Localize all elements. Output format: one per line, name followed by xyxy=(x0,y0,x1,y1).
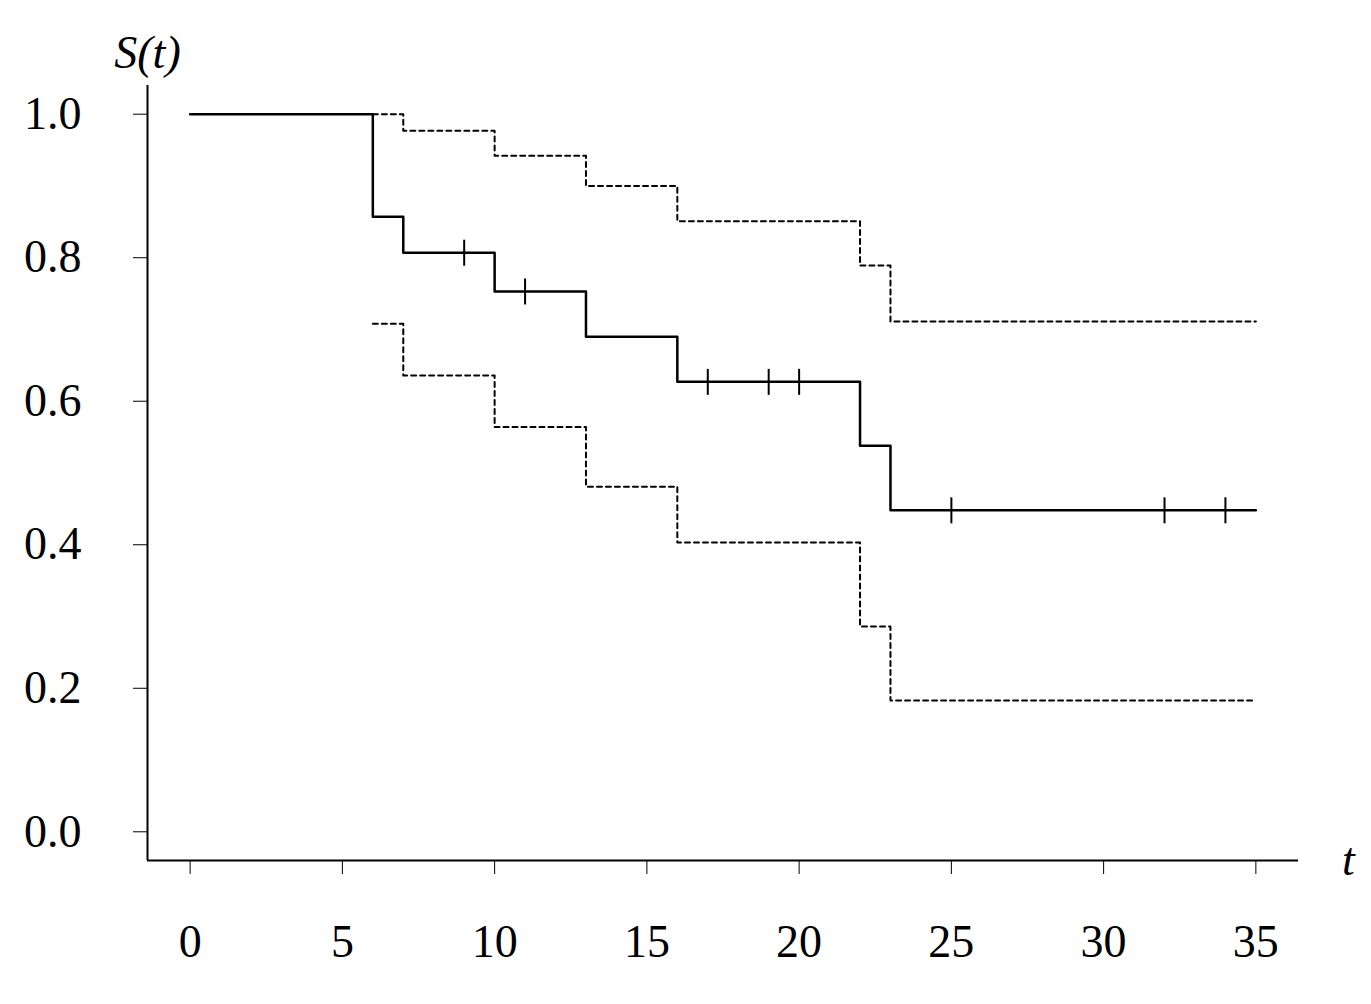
svg-text:t: t xyxy=(1342,834,1356,885)
svg-text:25: 25 xyxy=(928,916,974,967)
svg-text:20: 20 xyxy=(776,916,822,967)
svg-text:35: 35 xyxy=(1233,916,1279,967)
svg-text:30: 30 xyxy=(1081,916,1127,967)
svg-text:0.6: 0.6 xyxy=(24,375,82,426)
svg-text:0.4: 0.4 xyxy=(24,518,82,569)
svg-text:5: 5 xyxy=(331,916,354,967)
svg-text:S(t): S(t) xyxy=(114,27,180,78)
svg-text:0.2: 0.2 xyxy=(24,662,82,713)
svg-text:0: 0 xyxy=(179,916,202,967)
svg-text:15: 15 xyxy=(624,916,670,967)
svg-text:0.0: 0.0 xyxy=(24,806,82,857)
svg-text:0.8: 0.8 xyxy=(24,231,82,282)
svg-text:1.0: 1.0 xyxy=(24,88,82,139)
svg-text:10: 10 xyxy=(472,916,518,967)
